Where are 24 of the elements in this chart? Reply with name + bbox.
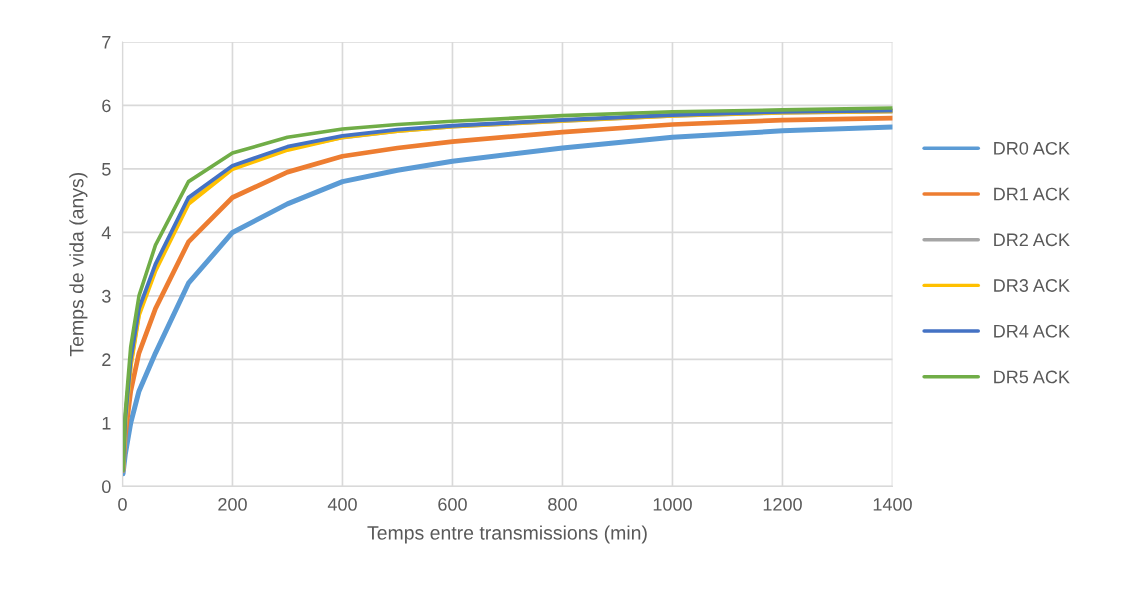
x-tick-label: 1000 xyxy=(653,497,692,511)
x-tick-label: 200 xyxy=(218,497,247,511)
y-axis-title: Temps de vida (anys) xyxy=(69,172,88,357)
legend-label: DR1 ACK xyxy=(994,187,1070,201)
legend-label: DR4 ACK xyxy=(994,324,1070,338)
legend-label: DR0 ACK xyxy=(994,141,1070,155)
x-tick-label: 400 xyxy=(327,497,357,511)
x-tick-label: 0 xyxy=(118,497,127,511)
legend-label: DR5 ACK xyxy=(994,370,1070,384)
y-tick-label: 4 xyxy=(101,226,111,239)
x-tick-label: 800 xyxy=(548,497,577,511)
y-tick-label: 2 xyxy=(102,353,111,366)
x-axis-title: Temps entre transmissions (min) xyxy=(367,525,647,544)
x-tick-label: 1400 xyxy=(873,497,912,511)
legend-label: DR3 ACK xyxy=(994,279,1070,292)
y-tick-label: 0 xyxy=(102,480,111,494)
y-tick-label: 7 xyxy=(102,36,111,49)
x-tick-label: 600 xyxy=(438,497,467,511)
legend-label: DR2 ACK xyxy=(994,233,1070,247)
y-tick-label: 1 xyxy=(102,417,111,430)
y-tick-label: 5 xyxy=(102,163,111,176)
y-tick-label: 3 xyxy=(102,289,111,303)
x-tick-label: 1200 xyxy=(763,497,802,511)
y-tick-label: 6 xyxy=(102,99,111,113)
